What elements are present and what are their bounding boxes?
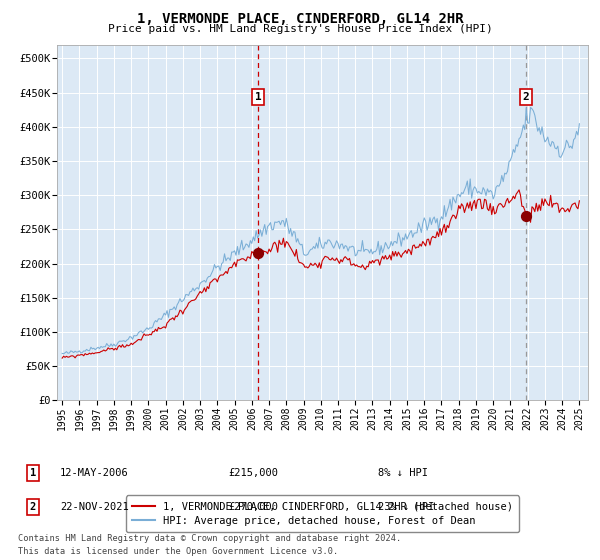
Text: 8% ↓ HPI: 8% ↓ HPI	[378, 468, 428, 478]
Legend: 1, VERMONDE PLACE, CINDERFORD, GL14 2HR (detached house), HPI: Average price, de: 1, VERMONDE PLACE, CINDERFORD, GL14 2HR …	[125, 496, 520, 532]
Text: 1: 1	[254, 92, 262, 102]
Point	[521, 211, 531, 220]
Text: 2: 2	[30, 502, 36, 512]
Text: 12-MAY-2006: 12-MAY-2006	[60, 468, 129, 478]
Text: This data is licensed under the Open Government Licence v3.0.: This data is licensed under the Open Gov…	[18, 547, 338, 556]
Text: £270,000: £270,000	[228, 502, 278, 512]
Text: 1: 1	[30, 468, 36, 478]
Text: 2: 2	[523, 92, 529, 102]
Text: Contains HM Land Registry data © Crown copyright and database right 2024.: Contains HM Land Registry data © Crown c…	[18, 534, 401, 543]
Text: 22-NOV-2021: 22-NOV-2021	[60, 502, 129, 512]
Text: £215,000: £215,000	[228, 468, 278, 478]
Text: 23% ↓ HPI: 23% ↓ HPI	[378, 502, 434, 512]
Text: 1, VERMONDE PLACE, CINDERFORD, GL14 2HR: 1, VERMONDE PLACE, CINDERFORD, GL14 2HR	[137, 12, 463, 26]
Point	[253, 249, 262, 258]
Text: Price paid vs. HM Land Registry's House Price Index (HPI): Price paid vs. HM Land Registry's House …	[107, 24, 493, 34]
